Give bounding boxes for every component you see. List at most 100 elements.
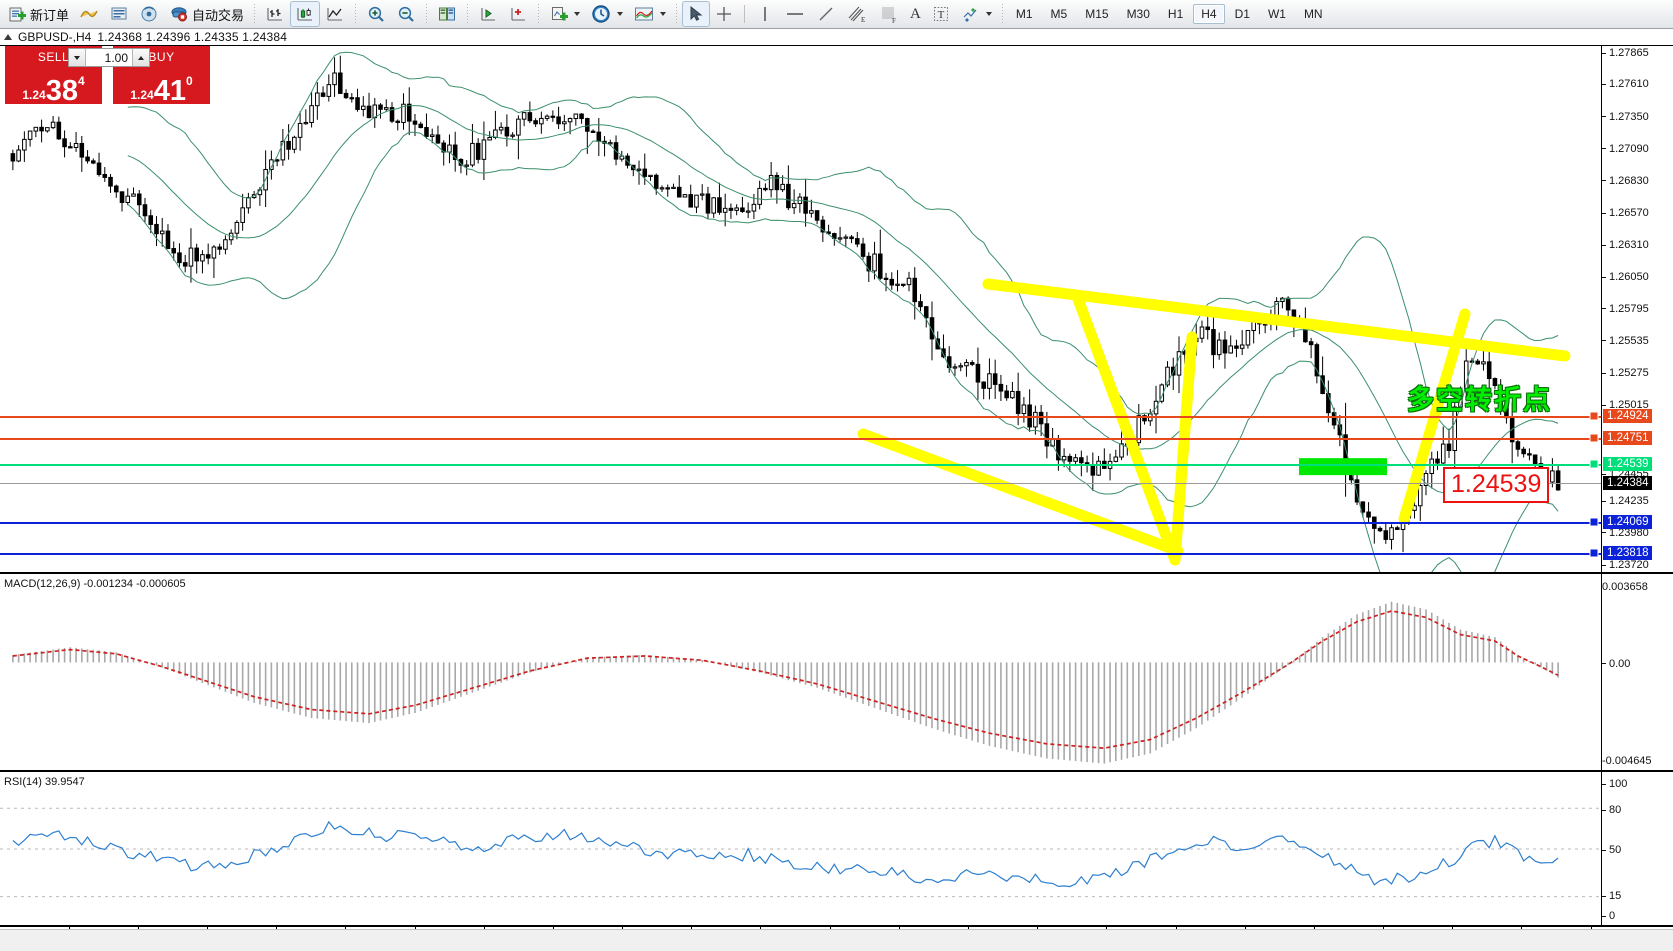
price-axis[interactable]: 1.27865 1.27610 1.27350 1.27090 1.26830 1.265… [1602, 46, 1673, 926]
main-toolbar: 新订单 [0, 0, 1673, 29]
sell-price: 1.24 38 4 [5, 69, 102, 106]
zoom-out-button[interactable] [391, 1, 421, 27]
price-plot[interactable] [0, 46, 1601, 572]
equidistant-channel-icon: E [848, 6, 865, 24]
price-pane[interactable]: 多空转折点 1.24539 [0, 46, 1673, 574]
auto-scroll-icon [511, 8, 526, 21]
rsi-plot[interactable] [0, 774, 1601, 925]
wave-button[interactable] [74, 1, 104, 27]
price-line-support-1[interactable] [0, 521, 1601, 524]
volume-decrease-button[interactable] [69, 49, 86, 66]
macd-label: MACD(12,26,9) -0.001234 -0.000605 [4, 578, 186, 590]
vertical-line-button[interactable] [751, 1, 779, 27]
timeframe-w1[interactable]: W1 [1267, 7, 1286, 21]
chevron-down-icon[interactable] [660, 12, 667, 16]
timeframe-d1[interactable]: D1 [1234, 7, 1250, 21]
toolbar-separator [254, 4, 256, 24]
price-line-last-price[interactable] [0, 482, 1601, 484]
fibonacci-button[interactable]: F [873, 1, 905, 27]
shapes-button[interactable] [956, 1, 997, 27]
one-click-trading-panel[interactable]: SELL 1.24 38 4 BUY 1.24 41 0 1.00 [5, 46, 210, 108]
macd-plot[interactable] [0, 576, 1601, 770]
indicators-icon [635, 7, 654, 21]
price-line-resistance-2[interactable] [0, 437, 1601, 440]
period-button[interactable] [585, 1, 628, 27]
price-label-support-1[interactable]: 1.24069 [1603, 514, 1652, 529]
price-line-handle[interactable] [1589, 459, 1599, 469]
price-label-pivot[interactable]: 1.24539 [1603, 456, 1652, 471]
price-label-last-price[interactable]: 1.24384 [1603, 475, 1652, 490]
indicators-button[interactable] [628, 1, 671, 27]
price-line-resistance-1[interactable] [0, 416, 1601, 419]
line-chart-icon [327, 8, 343, 21]
price-chart-svg [10, 51, 1571, 572]
timeframe-m30[interactable]: M30 [1126, 7, 1150, 21]
price-line-support-2[interactable] [0, 552, 1601, 555]
volume-increase-button[interactable] [132, 49, 149, 66]
price-label-support-2[interactable]: 1.23818 [1603, 545, 1652, 560]
collapse-triangle-icon[interactable] [4, 34, 12, 40]
macd-pane[interactable]: MACD(12,26,9) -0.001234 -0.000605 [0, 576, 1673, 772]
vertical-line-icon [764, 7, 766, 21]
svg-text:T: T [938, 9, 945, 21]
price-label-resistance-1[interactable]: 1.24924 [1603, 409, 1652, 424]
buy-price-big: 41 [153, 75, 186, 108]
trend-lines[interactable] [857, 278, 1571, 566]
timeframe-h4[interactable]: H4 [1193, 4, 1225, 24]
text-label-button[interactable]: T [926, 1, 956, 27]
macd-tick: 0.003658 [1602, 581, 1648, 593]
price-line-handle[interactable] [1589, 548, 1599, 558]
chevron-down-icon[interactable] [985, 12, 992, 16]
toolbar-separator [426, 4, 428, 24]
chevron-down-icon[interactable] [617, 12, 624, 16]
price-tick: 1.27090 [1602, 143, 1649, 155]
highlight-marker[interactable] [1299, 458, 1387, 476]
price-tick: 1.25015 [1602, 399, 1649, 411]
new-chart-icon [552, 7, 569, 21]
rsi-pane[interactable]: RSI(14) 39.9547 [0, 774, 1673, 926]
bar-chart-icon [267, 8, 283, 21]
candlestick-series [10, 55, 1561, 553]
auto-scroll-button[interactable] [503, 1, 533, 27]
trendline-button[interactable] [811, 1, 841, 27]
timeframe-m15[interactable]: M15 [1085, 7, 1109, 21]
text-button[interactable]: A [905, 1, 926, 27]
price-line-pivot[interactable] [0, 463, 1601, 466]
price-tick: 1.27610 [1602, 78, 1649, 90]
timeframe-mn[interactable]: MN [1303, 7, 1323, 21]
bar-chart-button[interactable] [260, 1, 290, 27]
crosshair-button[interactable] [710, 1, 738, 27]
candlestick-chart-button[interactable] [290, 1, 321, 27]
price-label-resistance-2[interactable]: 1.24751 [1603, 430, 1652, 445]
zoom-in-button[interactable] [361, 1, 391, 27]
price-line-handle[interactable] [1589, 517, 1599, 527]
new-chart-button[interactable] [544, 1, 585, 27]
tile-windows-button[interactable] [432, 1, 462, 27]
timeframe-h1[interactable]: H1 [1167, 7, 1184, 21]
terminal-button[interactable] [104, 1, 134, 27]
status-bar [0, 929, 1673, 951]
chinese-annotation: 多空转折点 [1407, 385, 1552, 415]
new-order-button[interactable]: 新订单 [2, 1, 74, 27]
timeframe-m5[interactable]: M5 [1050, 7, 1068, 21]
timeframe-m1[interactable]: M1 [1015, 7, 1033, 21]
volume-stepper[interactable]: 1.00 [68, 48, 150, 67]
expert-advisor-button[interactable]: 自动交易 [164, 1, 249, 27]
rsi-tick: 15 [1602, 890, 1621, 902]
price-line-handle[interactable] [1589, 433, 1599, 443]
shift-end-button[interactable] [473, 1, 503, 27]
line-chart-button[interactable] [320, 1, 350, 27]
price-line-handle[interactable] [1589, 411, 1599, 421]
tile-windows-icon [439, 7, 456, 21]
toolbar-separator [467, 4, 469, 24]
price-tick: 1.23980 [1602, 527, 1649, 539]
buy-button[interactable]: BUY 1.24 41 0 [113, 46, 210, 108]
horizontal-line-button[interactable] [779, 1, 811, 27]
volume-input[interactable]: 1.00 [104, 50, 128, 65]
equidistant-channel-button[interactable]: E [841, 1, 873, 27]
signal-button[interactable] [134, 1, 164, 27]
price-tick: 1.25795 [1602, 303, 1649, 315]
chevron-down-icon[interactable] [574, 12, 581, 16]
macd-tick: 0.00 [1602, 658, 1630, 670]
cursor-button[interactable] [682, 1, 711, 27]
